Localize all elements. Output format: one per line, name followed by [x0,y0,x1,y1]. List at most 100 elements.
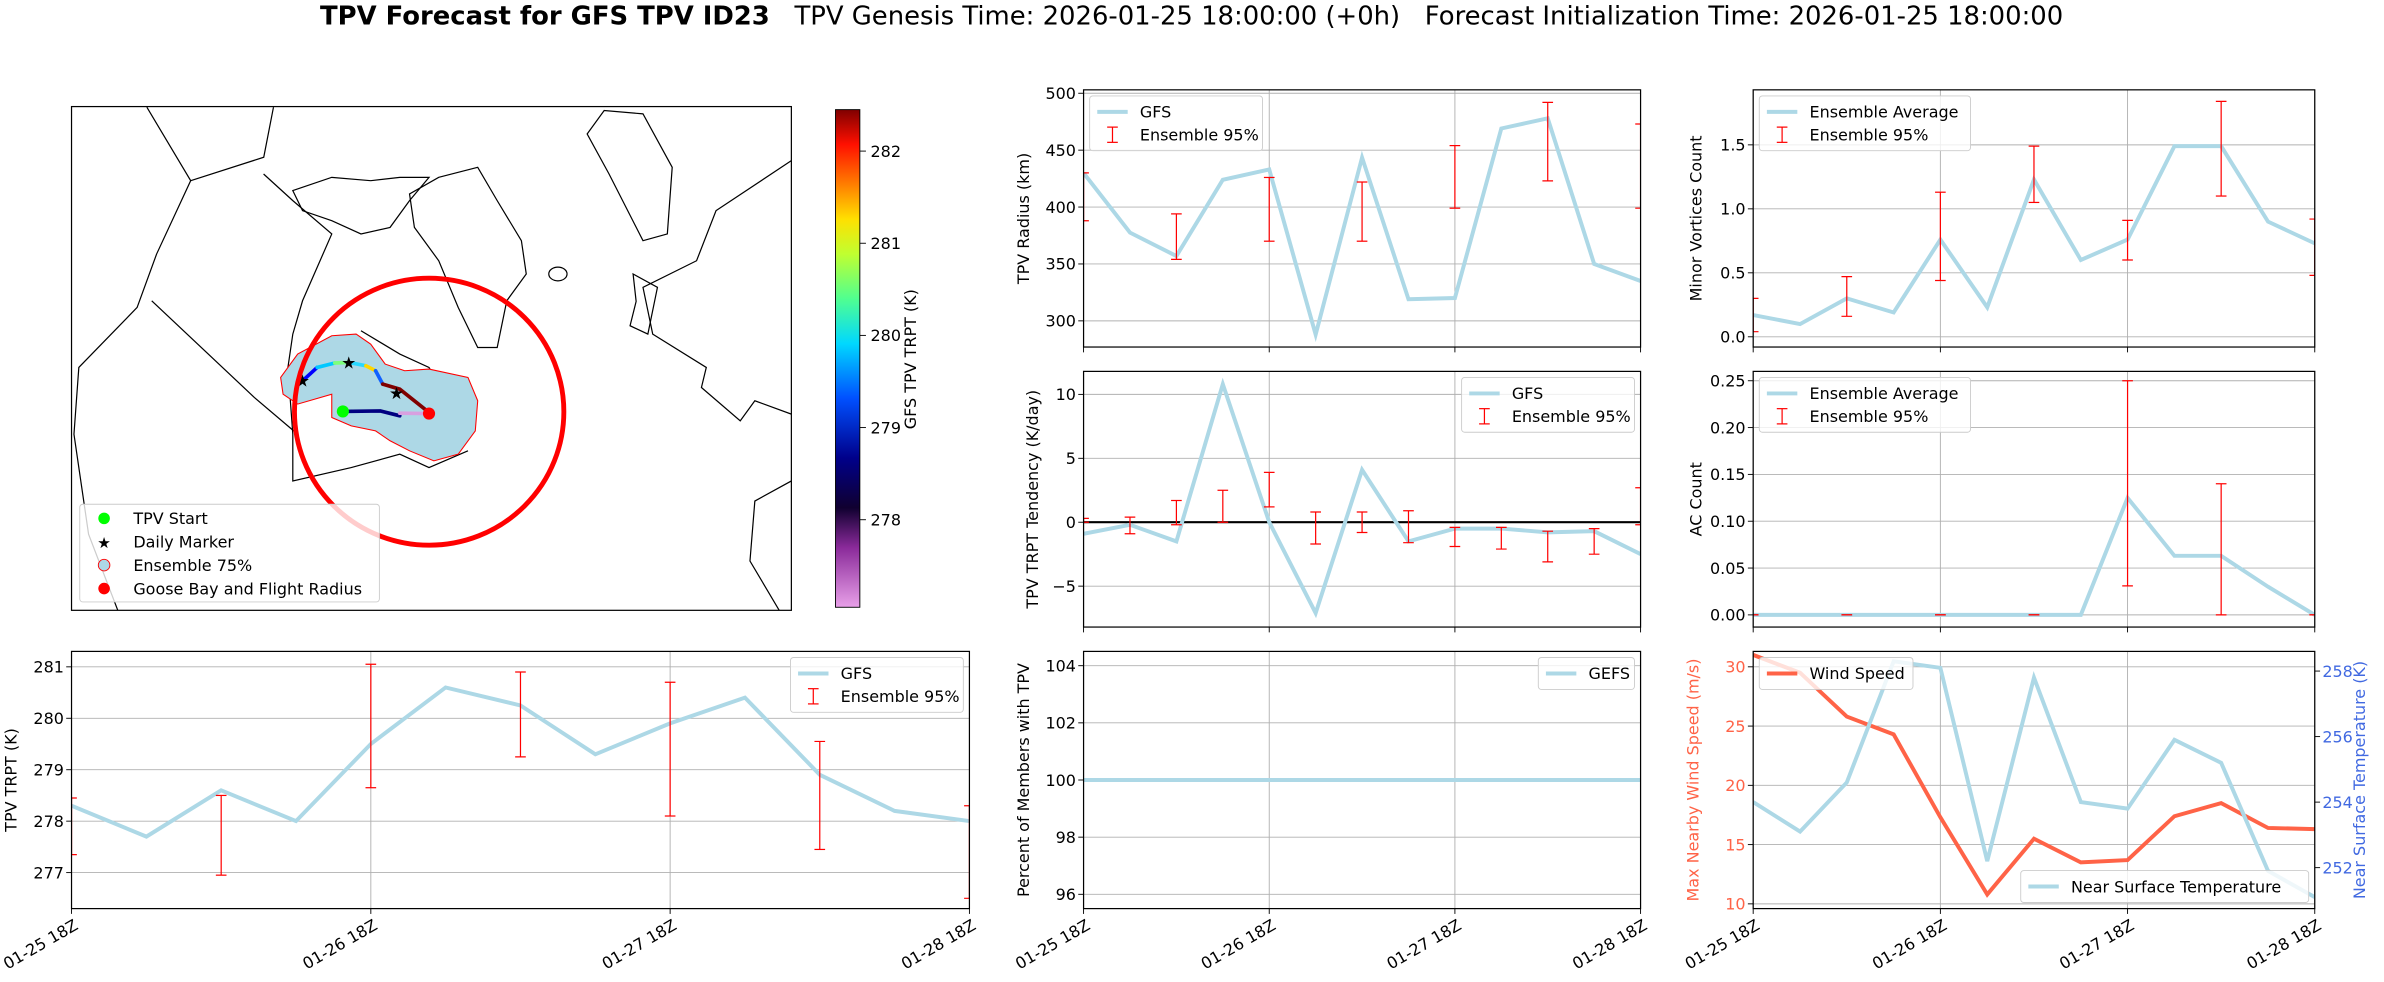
errorbar [1356,181,1368,242]
errorbar [1635,487,1641,526]
legend: GEFS [1537,657,1635,690]
legend: Near Surface Temperature [2020,870,2310,903]
y-tick-label: 1.0 [1720,200,1745,219]
plot-area [1083,101,1641,343]
y-tick-label: 450 [1045,141,1075,160]
legend-daily-label: Daily Marker [133,533,234,552]
legend-label: Wind Speed [1809,664,1904,683]
legend: Ensemble Average Ensemble 95% [1758,95,1971,152]
iceland [548,266,568,282]
axes-frame [1752,89,2316,348]
errorbar [2028,145,2040,204]
y-tick-label: 280 [33,709,63,728]
title-rest [770,1,795,31]
y-tick-label: 350 [1045,255,1075,274]
y-tick-label: 98 [1056,828,1076,847]
legend-label: Ensemble 95% [841,687,960,706]
errorbar [1263,471,1275,508]
track-map: ★ ★ ★ TPV Start ★ Daily Marker Ensemble … [70,105,792,611]
plot-area [1083,377,1641,619]
legend-label: Ensemble 95% [1809,126,1928,145]
legend-star-icon: ★ [97,534,111,552]
figure-title: TPV Forecast for GFS TPV ID23 TPV Genesi… [320,1,2063,31]
x-tick-label: 01-27 18Z [1383,915,1464,973]
errorbar [1449,144,1461,209]
x-tick-label: 01-27 18Z [2056,915,2137,973]
coastline-hudson [263,173,469,482]
errorbar [1310,511,1321,545]
errorbar [1495,526,1507,550]
axes-frame [70,650,971,910]
errorbar [664,681,676,817]
legend-label: GFS [1140,103,1171,122]
errorbar [1449,526,1461,548]
x-tick-label: 01-26 18Z [299,915,380,973]
y-axis-label: Max Nearby Wind Speed (m/s) [1683,659,1702,902]
chart-radius: 300 350 400 450 500 TPV Radius (km) GFS Ensembl… [1014,84,1642,353]
y-axis-label: AC Count [1686,462,1705,536]
plot-area [71,663,970,899]
legend-goose-bay-icon [98,582,110,595]
legend-label: GFS [841,664,872,683]
map-legend: TPV Start ★ Daily Marker Ensemble 75% Go… [79,503,380,603]
errorbar [1542,530,1554,563]
y-tick-label: 500 [1045,84,1075,103]
scandinavia [586,109,673,242]
legend: Ensemble Average Ensemble 95% [1758,377,1971,433]
x-tick-label: 01-25 18Z [0,915,81,973]
colorbar: 278 279 280 281 282 GFS TPV TRPT (K) [835,109,920,608]
track-segment [315,361,337,370]
coastline-africa [749,480,792,611]
y-tick-label: 0 [1066,513,1076,532]
legend-box [1537,657,1635,690]
axes-frame [1082,370,1642,628]
errorbar [1171,499,1182,526]
chart-ac: 0.00 0.05 0.10 0.15 0.20 0.25 AC Count Ensemble… [1686,370,2316,633]
legend-box [2020,870,2310,903]
y2-tick-label: 254 [2322,793,2352,812]
track-segment [300,365,319,383]
legend-ensemble-label: Ensemble 75% [133,556,252,575]
chart-trpt: 277 278 279 280 281 TPV TRPT (K) 01-25 18Z 01-2… [0,650,979,973]
errorbar [1753,297,1759,333]
legend-label: Ensemble 95% [1809,407,1928,426]
y-tick-label: 10 [1056,385,1076,404]
errorbar [1542,101,1554,182]
errorbar [1171,213,1182,261]
y-tick-label: 277 [33,863,63,882]
legend-ensemble-icon [97,558,111,572]
errorbar [814,740,826,851]
x-tick-label: 01-28 18Z [2243,915,2324,973]
y-tick-label: 30 [1725,658,1745,677]
legend-box [1758,377,1971,433]
y-tick-label: 25 [1725,717,1745,736]
errorbar [365,663,377,789]
colorbar-tick-label: 281 [871,234,901,253]
legend-start-label: TPV Start [132,509,207,528]
y-axis-label: Minor Vortices Count [1686,135,1705,301]
chart-minor: 0.0 0.5 1.0 1.5 Minor Vortices Count Ensemble… [1686,89,2316,353]
y2-tick-label: 256 [2322,727,2352,746]
errorbar [1841,276,1853,317]
track-segment [346,360,368,368]
legend-goose-bay-label: Goose Bay and Flight Radius [133,579,362,598]
british-isles [629,272,659,335]
y-tick-label: 0.10 [1710,512,1746,531]
flight-radius-circle [292,275,567,548]
y-tick-label: 104 [1045,656,1075,675]
y-tick-label: 0.25 [1710,372,1746,391]
title-bold: TPV Forecast for GFS TPV ID23 [320,1,770,31]
series-line-wind-speed [1753,653,2315,898]
legend-start-icon [98,512,110,525]
plot-area [1753,653,2315,899]
errorbar [1263,176,1275,242]
track-segment [332,360,351,365]
y-axis-label: TPV TRPT Tendency (K/day) [1023,390,1042,610]
x-tick-label: 01-27 18Z [599,915,680,973]
series-line-ensemble-average [1753,493,2315,617]
legend-label: Near Surface Temperature [2071,877,2281,896]
y-tick-label: 400 [1045,198,1075,217]
y-tick-label: 1.5 [1720,136,1745,155]
chart-percent: 96 98 100 102 104 Percent of Members with TPV… [1012,650,1650,973]
